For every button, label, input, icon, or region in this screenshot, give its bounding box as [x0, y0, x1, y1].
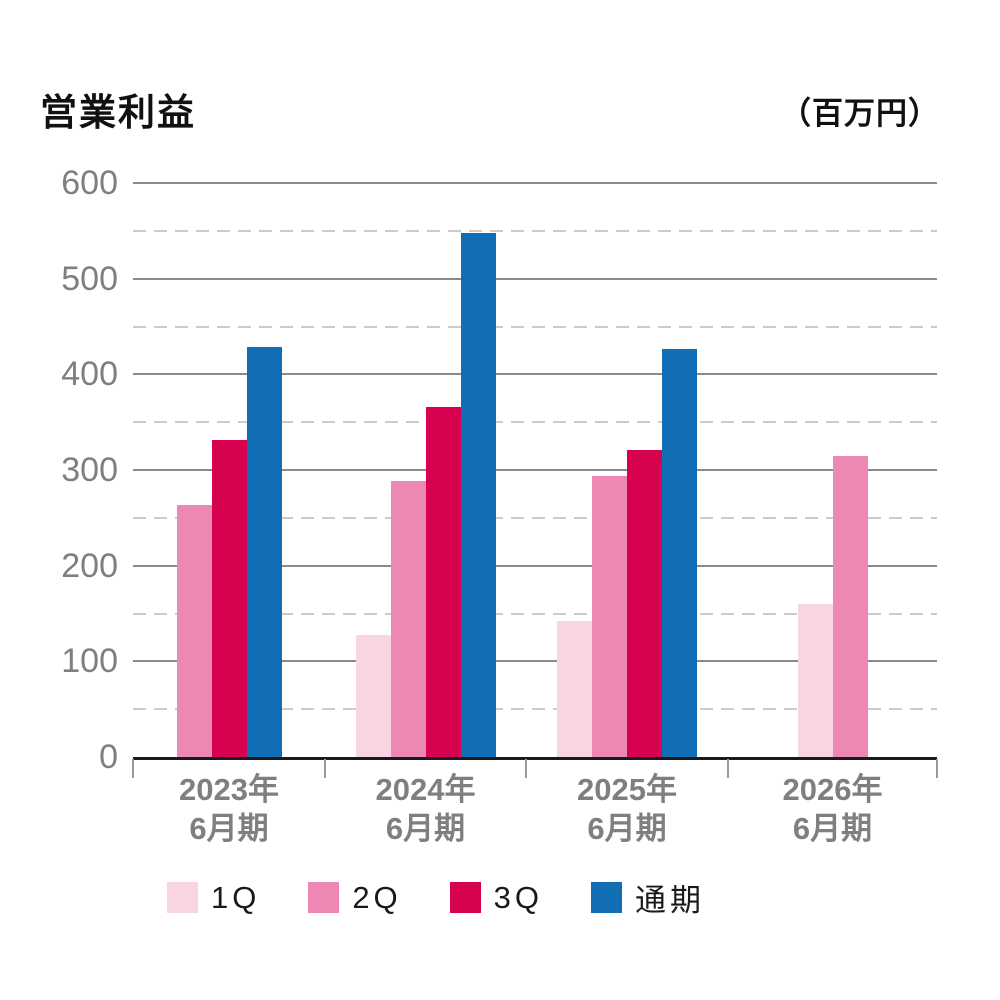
- legend-item-通期: 通期: [591, 875, 705, 920]
- x-axis-tick-4: [936, 759, 938, 778]
- y-axis-label-0: 0: [99, 738, 118, 776]
- legend-label-1Q: 1Q: [210, 879, 261, 915]
- minor-gridline-450: [133, 325, 937, 328]
- y-axis-label-400: 400: [61, 355, 118, 394]
- y-axis-label-200: 200: [61, 546, 118, 585]
- y-axis-label-100: 100: [61, 642, 118, 681]
- bar-2024年-通期: [460, 232, 496, 757]
- minor-gridline-150: [133, 612, 937, 615]
- x-axis-label-2025年: 2025年 6月期: [517, 770, 737, 848]
- legend-swatch-2Q: [308, 882, 340, 913]
- x-axis-label-2024年: 2024年 6月期: [316, 770, 536, 848]
- major-gridline-200: [133, 564, 937, 567]
- bar-2025年-通期: [662, 349, 697, 757]
- legend-swatch-通期: [591, 882, 623, 913]
- x-axis-label-line2: 6月期: [385, 811, 466, 846]
- bar-2026年-1Q: [797, 603, 833, 757]
- x-axis-label-line1: 2023年: [179, 772, 279, 807]
- bar-2024年-3Q: [425, 406, 461, 757]
- y-axis-label-500: 500: [61, 259, 118, 298]
- minor-gridline-550: [133, 229, 937, 232]
- x-axis-label-line1: 2026年: [782, 772, 883, 807]
- unit-label: （百万円）: [780, 96, 940, 131]
- bar-2023年-3Q: [211, 440, 247, 757]
- legend-item-3Q: 3Q: [449, 879, 544, 916]
- bar-2025年-2Q: [592, 475, 627, 757]
- x-axis-label-line2: 6月期: [792, 811, 873, 846]
- x-axis-label-2023年: 2023年 6月期: [119, 770, 339, 848]
- major-gridline-300: [133, 469, 937, 471]
- bar-2026年-2Q: [832, 455, 868, 757]
- major-gridline-400: [133, 373, 937, 376]
- legend-label-3Q: 3Q: [493, 879, 544, 915]
- legend-swatch-3Q: [449, 882, 481, 913]
- x-axis-tick-1: [324, 759, 326, 778]
- major-gridline-100: [133, 660, 937, 663]
- x-axis-tick-2: [525, 759, 527, 778]
- bar-2024年-2Q: [390, 481, 426, 757]
- legend-label-2Q: 2Q: [352, 879, 402, 915]
- minor-gridline-350: [133, 421, 937, 424]
- y-axis-label-600: 600: [61, 164, 118, 202]
- x-axis-tick-3: [727, 759, 729, 778]
- legend-item-1Q: 1Q: [166, 879, 261, 916]
- x-axis-tick-0: [132, 759, 134, 778]
- legend-item-2Q: 2Q: [308, 880, 401, 916]
- bar-2023年-通期: [246, 346, 282, 757]
- x-axis-label-line2: 6月期: [587, 811, 667, 846]
- major-gridline-500: [133, 277, 937, 280]
- x-axis-label-2026年: 2026年 6月期: [723, 770, 943, 848]
- y-axis-label-300: 300: [61, 451, 118, 489]
- minor-gridline-250: [133, 516, 937, 519]
- x-axis-label-line1: 2024年: [375, 772, 476, 807]
- bar-2024年-1Q: [355, 634, 391, 757]
- major-gridline-600: [133, 182, 937, 184]
- x-axis-label-line1: 2025年: [577, 772, 677, 807]
- chart-title: 営業利益: [40, 92, 196, 133]
- minor-gridline-50: [133, 708, 937, 711]
- bar-2025年-1Q: [557, 621, 592, 757]
- legend: 1Q 2Q 3Q 通期: [0, 875, 872, 920]
- legend-swatch-1Q: [166, 882, 198, 913]
- x-axis-label-line2: 6月期: [189, 811, 269, 846]
- legend-label-通期: 通期: [635, 883, 706, 918]
- x-axis-line: [133, 757, 937, 760]
- bar-2025年-3Q: [627, 449, 662, 757]
- bar-2023年-2Q: [176, 505, 212, 757]
